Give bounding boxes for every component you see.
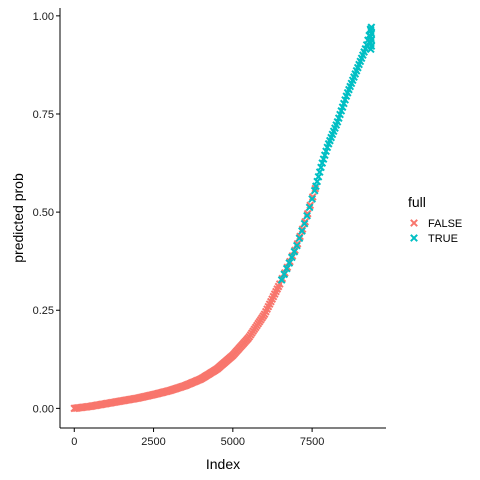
x-axis-ticks: 0 2500 5000 7500 bbox=[71, 428, 324, 448]
legend: full FALSE TRUE bbox=[408, 194, 462, 245]
point-false bbox=[306, 201, 315, 210]
point-true bbox=[305, 203, 314, 212]
x-tick-label: 0 bbox=[71, 436, 77, 448]
x-tick-label: 7500 bbox=[300, 436, 324, 448]
points-layer bbox=[70, 23, 376, 413]
x-tick-label: 5000 bbox=[221, 436, 245, 448]
point-true bbox=[300, 219, 309, 228]
point-true bbox=[292, 241, 301, 250]
legend-title: full bbox=[408, 194, 426, 210]
y-axis-title: predicted prob bbox=[10, 173, 26, 263]
y-tick-label: 0.00 bbox=[33, 403, 54, 415]
point-false bbox=[308, 193, 317, 201]
point-true bbox=[280, 270, 289, 279]
point-false bbox=[275, 280, 284, 288]
legend-key-true bbox=[410, 234, 418, 242]
x-axis-title: Index bbox=[206, 456, 240, 472]
y-tick-label: 0.50 bbox=[33, 207, 54, 219]
y-tick-label: 0.25 bbox=[33, 305, 54, 317]
point-true bbox=[303, 211, 311, 220]
point-true bbox=[277, 276, 286, 284]
point-true bbox=[367, 23, 376, 32]
legend-label: TRUE bbox=[428, 233, 458, 245]
point-true bbox=[298, 227, 306, 235]
legend-label: FALSE bbox=[428, 218, 462, 230]
point-true bbox=[290, 247, 299, 256]
point-true bbox=[282, 264, 291, 273]
legend-key-false bbox=[410, 219, 418, 227]
point-true bbox=[308, 195, 317, 203]
x-tick-label: 2500 bbox=[141, 436, 165, 448]
point-true bbox=[285, 259, 294, 267]
y-tick-label: 0.75 bbox=[33, 109, 54, 121]
point-true bbox=[295, 234, 304, 243]
point-false bbox=[303, 209, 312, 218]
y-tick-label: 1.00 bbox=[33, 11, 54, 23]
y-axis-ticks: 0.00 0.25 0.50 0.75 1.00 bbox=[33, 11, 60, 415]
point-true bbox=[287, 253, 296, 262]
